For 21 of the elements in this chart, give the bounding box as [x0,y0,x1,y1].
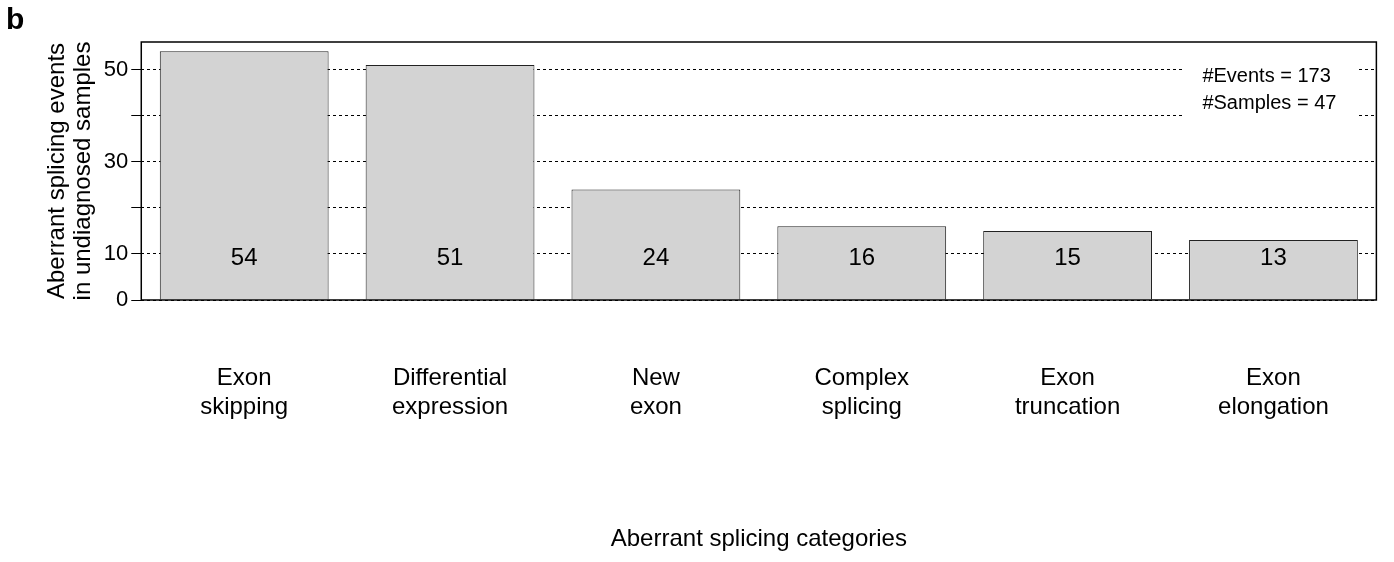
annotation: #Events = 173 [1202,63,1331,86]
x-tick-label: Exon skipping [200,363,289,419]
x-tick-label: Complex splicing [814,363,910,419]
data-label: 15 [1054,242,1081,270]
x-tick-label: Exon elongation [1218,363,1329,419]
y-tick-label: 0 [116,286,129,312]
data-label: 13 [1260,242,1287,270]
x-tick-label: New exon [629,363,682,419]
y-tick-label: 30 [103,147,129,173]
x-tick-label: Exon truncation [1014,363,1121,419]
annotation: #Samples = 47 [1202,90,1337,113]
data-label: 51 [436,242,464,270]
y-axis-title: Aberrant splicing events in undiagnosed samples [41,41,96,301]
x-axis-title: Aberrant splicing categories [610,524,907,552]
data-label: 24 [642,242,670,270]
text: b [6,2,25,36]
y-tick-label: 50 [103,55,129,81]
y-tick-label: 10 [103,239,129,265]
x-tick-label: Differential expression [392,363,509,419]
data-label: 54 [230,242,258,270]
data-label: 16 [848,242,876,270]
